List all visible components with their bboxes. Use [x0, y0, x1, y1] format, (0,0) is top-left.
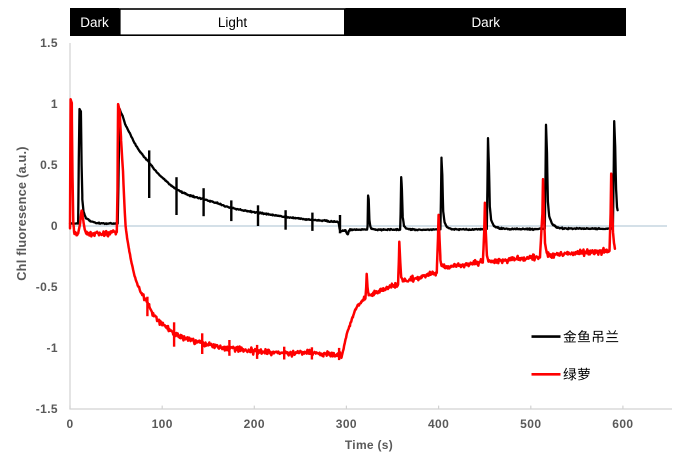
svg-text:1.5: 1.5 — [40, 36, 58, 50]
svg-text:300: 300 — [336, 417, 357, 431]
svg-text:0: 0 — [66, 417, 73, 431]
svg-text:1: 1 — [51, 97, 58, 111]
svg-text:Chl fluoresence (a.u.): Chl fluoresence (a.u.) — [14, 146, 29, 281]
svg-text:-1.5: -1.5 — [36, 402, 58, 416]
svg-text:600: 600 — [612, 417, 633, 431]
svg-text:Dark: Dark — [471, 15, 500, 30]
svg-text:200: 200 — [244, 417, 265, 431]
svg-text:Dark: Dark — [80, 15, 109, 30]
svg-text:Light: Light — [218, 15, 248, 30]
svg-text:Time (s): Time (s) — [345, 438, 393, 452]
svg-text:-1: -1 — [47, 341, 58, 355]
svg-text:500: 500 — [520, 417, 541, 431]
svg-text:0.5: 0.5 — [40, 158, 58, 172]
svg-text:0: 0 — [51, 219, 58, 233]
svg-text:400: 400 — [428, 417, 449, 431]
svg-text:100: 100 — [152, 417, 173, 431]
svg-text:-0.5: -0.5 — [36, 280, 58, 294]
